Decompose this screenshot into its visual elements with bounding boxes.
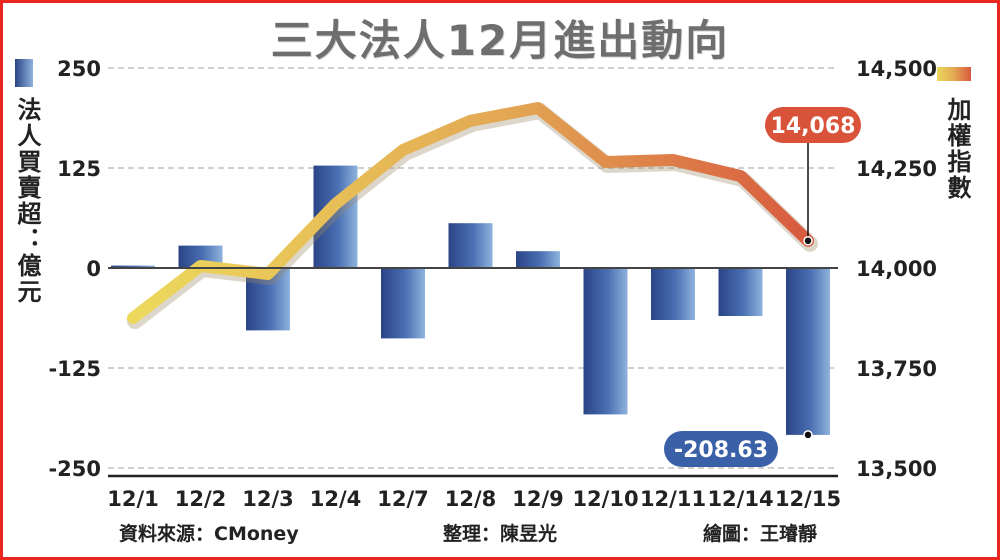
- chart-title: 三大法人12月進出動向: [270, 16, 730, 65]
- x-tick-label: 12/7: [377, 487, 429, 511]
- left-tick-label: 250: [57, 57, 101, 81]
- x-tick-label: 12/9: [512, 487, 564, 511]
- source-credit: 資料來源：CMoney: [119, 523, 299, 545]
- bar: [381, 268, 425, 339]
- right-tick-label: 14,500: [856, 57, 937, 81]
- x-tick-label: 12/8: [445, 487, 497, 511]
- x-tick-label: 12/1: [107, 487, 159, 511]
- bar-annotation-pill: [664, 431, 778, 467]
- line-annotation-label: 14,068: [771, 114, 856, 139]
- right-tick-label: 14,000: [856, 257, 937, 281]
- bar: [111, 265, 155, 268]
- index-line-shadow: [127, 103, 818, 329]
- line-annotation-pill: [765, 107, 861, 143]
- bar-legend-swatch: [15, 59, 33, 87]
- x-tick-label: 12/14: [707, 487, 773, 511]
- left-tick-label: -125: [48, 357, 101, 381]
- x-tick-label: 12/10: [572, 487, 638, 511]
- line-legend-swatch: [937, 67, 971, 81]
- x-tick-label: 12/2: [175, 487, 227, 511]
- bar: [786, 268, 830, 435]
- right-axis-label: 加權指數: [943, 97, 971, 201]
- x-tick-label: 12/4: [310, 487, 362, 511]
- bar: [516, 251, 560, 268]
- index-line: [127, 102, 814, 324]
- right-tick-label: 13,500: [856, 457, 937, 481]
- right-tick-label: 13,750: [856, 357, 937, 381]
- bar: [718, 268, 763, 316]
- right-tick-label: 14,250: [856, 157, 937, 181]
- bar-annotation-label: -208.63: [674, 438, 768, 463]
- left-tick-label: 0: [86, 257, 101, 281]
- bar-annotation-dot: [803, 430, 813, 440]
- line-annotation-dot: [803, 236, 813, 246]
- x-tick-label: 12/11: [640, 487, 706, 511]
- bar: [651, 268, 695, 320]
- left-tick-label: -250: [48, 457, 101, 481]
- x-tick-label: 12/15: [775, 487, 841, 511]
- bar: [448, 223, 493, 268]
- illustrator-credit: 繪圖：王璿靜: [703, 523, 818, 545]
- bar: [583, 268, 628, 415]
- left-tick-label: 125: [57, 157, 101, 181]
- x-tick-label: 12/3: [242, 487, 294, 511]
- chart-plot: 250 125 0 -125 -250 14,500 14,250 14,000 13,750 1…: [48, 57, 937, 511]
- editor-credit: 整理：陳昱光: [443, 523, 558, 545]
- left-axis-label: 法人買賣超：億元: [13, 97, 41, 305]
